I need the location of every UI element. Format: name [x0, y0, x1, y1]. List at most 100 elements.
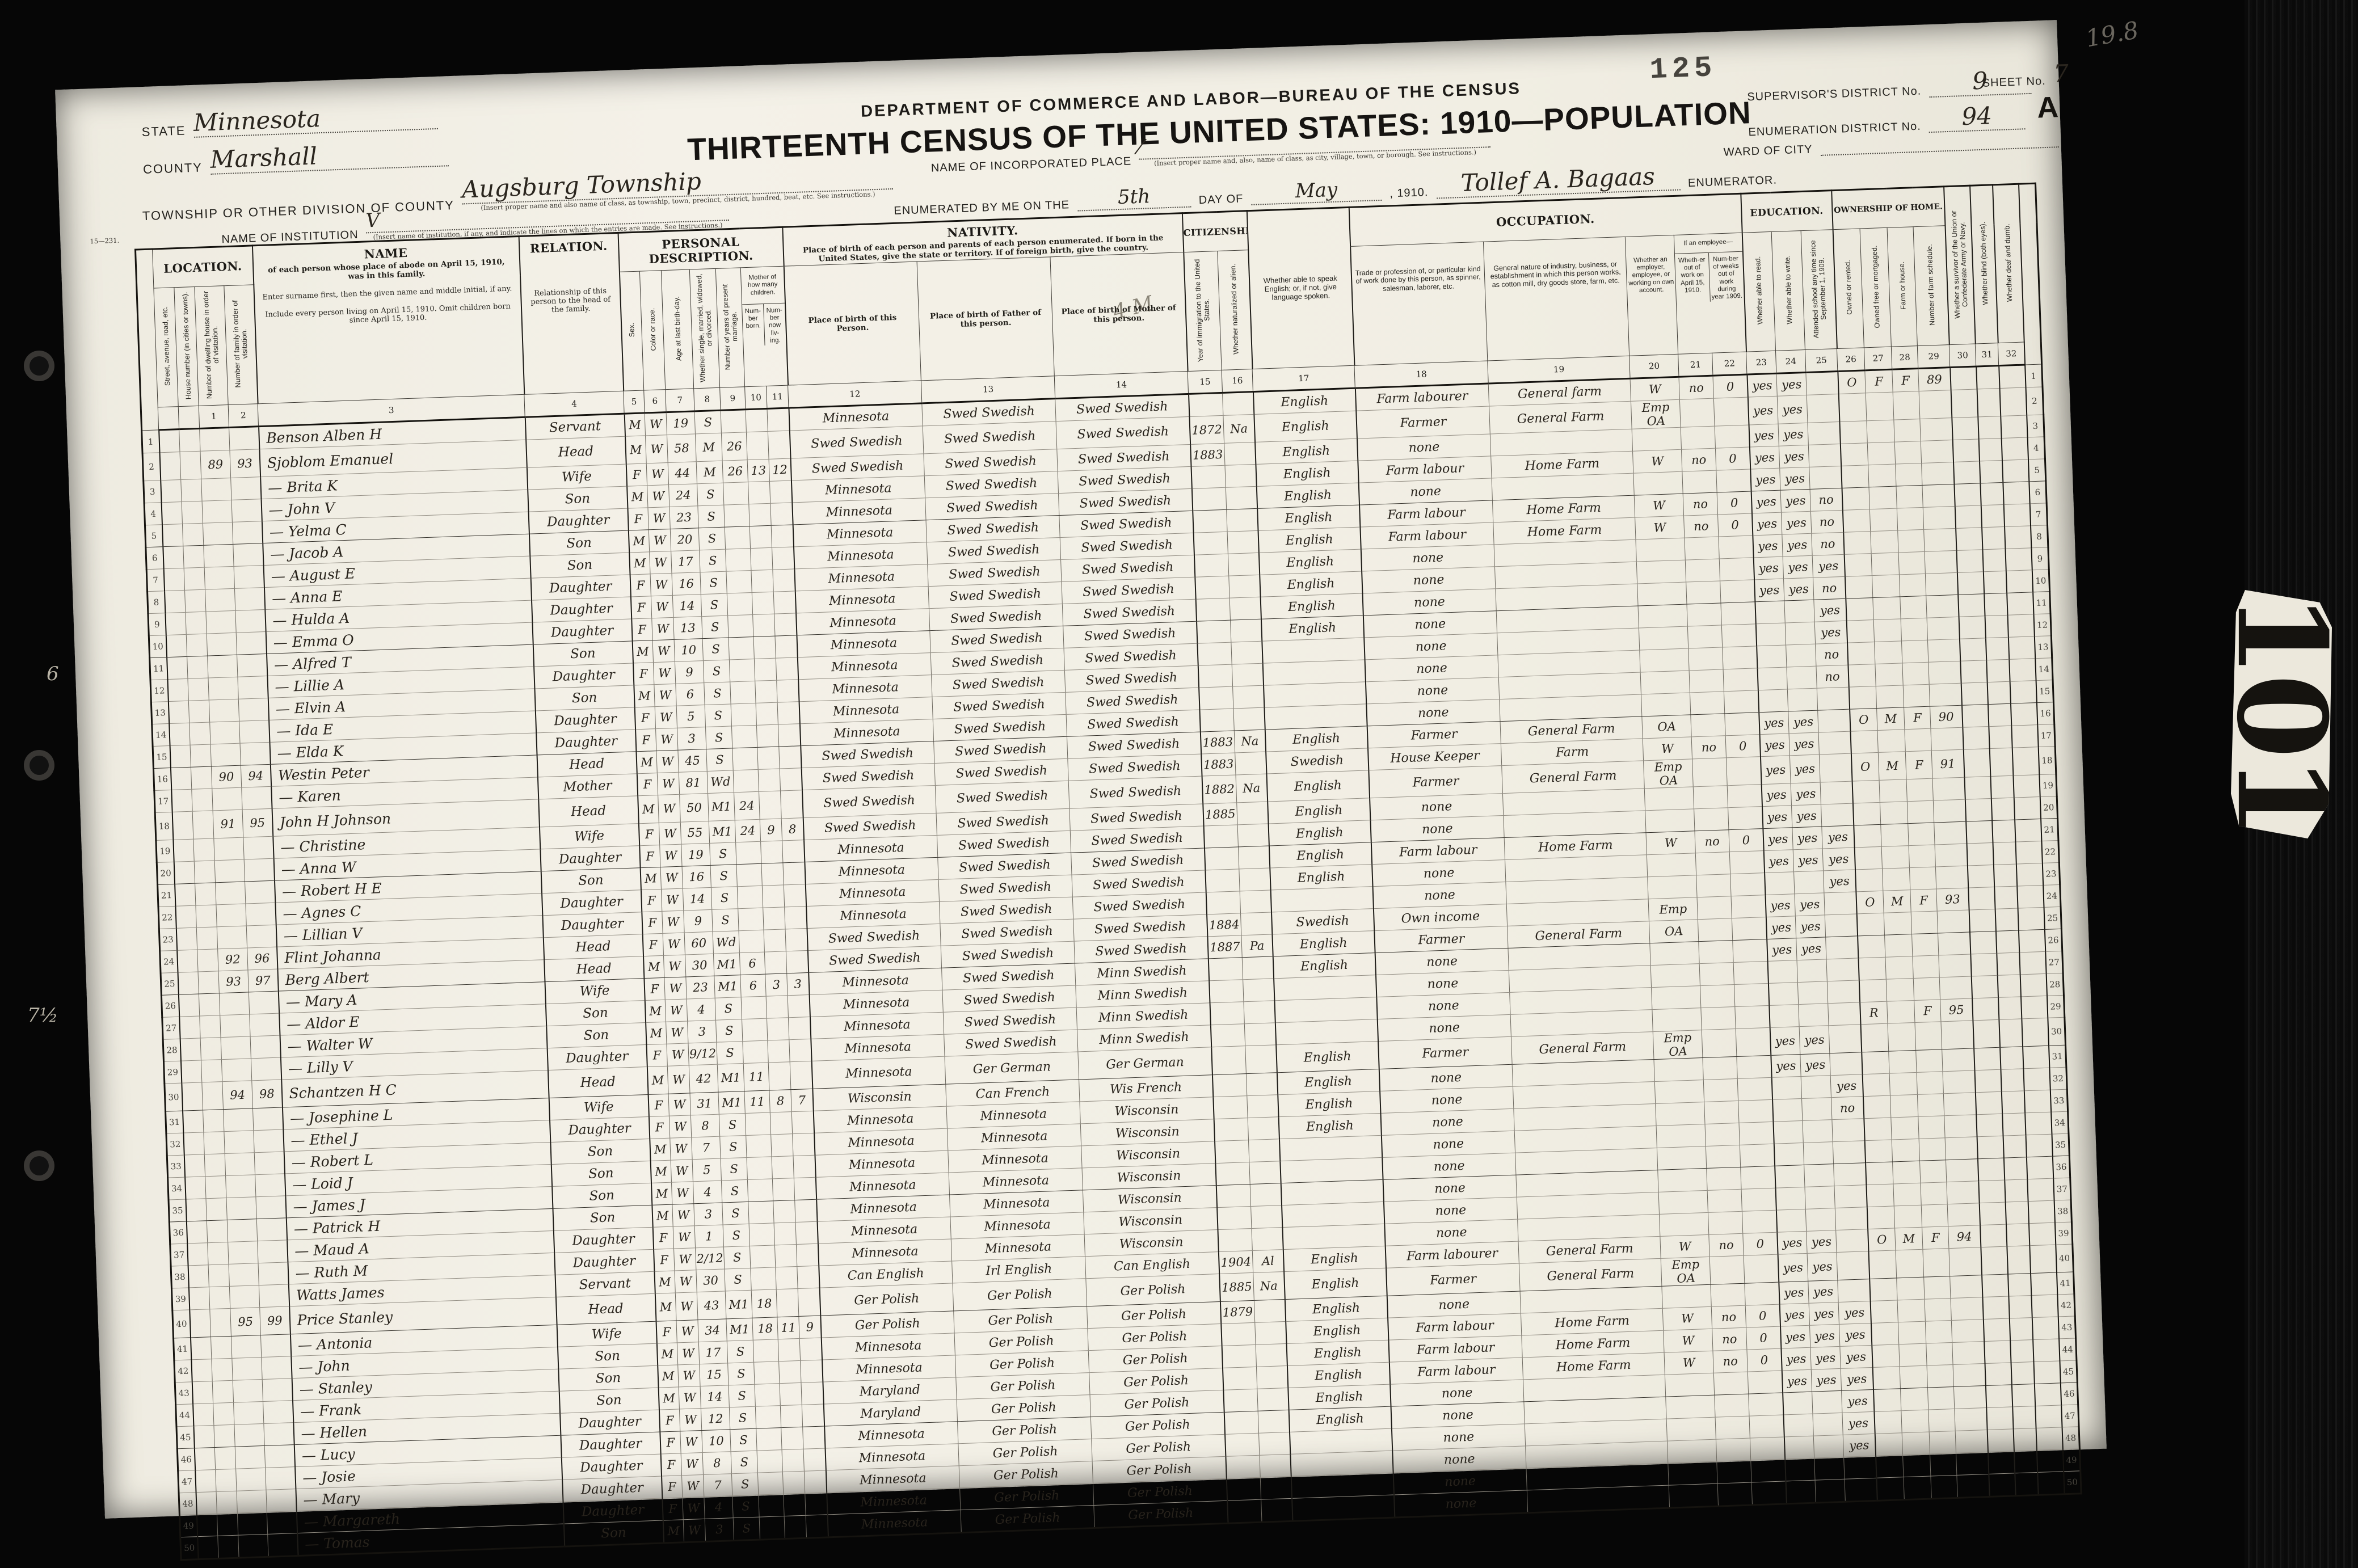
cell-cb [757, 747, 780, 770]
cell-c: W [647, 484, 669, 508]
cell-blank [194, 860, 216, 884]
cell-age: 14 [700, 1385, 730, 1409]
cell-fam [263, 1400, 293, 1424]
cell-fam [245, 880, 275, 904]
cell-age: 3 [693, 1203, 723, 1226]
cell-o4 [1956, 1474, 1990, 1498]
margin-pencil-7: 7½ [27, 1004, 58, 1027]
cell-ow [1708, 1211, 1743, 1235]
cell-fam [237, 676, 268, 699]
cell-ow: no [1713, 1350, 1748, 1373]
cell-wk: 0 [1713, 374, 1748, 399]
cell-rel: Daughter [532, 618, 633, 645]
cell-sv [1965, 798, 1992, 822]
cell-dw: 89 [200, 450, 231, 479]
cell-na [1254, 1299, 1286, 1323]
cell-o4 [1951, 1297, 1984, 1321]
cell-sex: F [661, 1475, 683, 1499]
cell-c: W [679, 1408, 702, 1431]
cell-sc [1825, 913, 1858, 937]
cell-em [1650, 963, 1700, 988]
cell-ow: no [1708, 1233, 1744, 1257]
column-number: 10 [744, 386, 767, 410]
cell-blank [179, 428, 200, 452]
cell-o1 [1873, 1388, 1901, 1412]
cell-sc: no [1831, 1096, 1864, 1120]
cell-sv [1953, 461, 1981, 484]
cell-ow [1711, 1283, 1746, 1307]
cell-em: W [1630, 377, 1680, 402]
cell-im [1216, 1206, 1252, 1230]
cell-fam [246, 925, 277, 948]
cell-dw [237, 1512, 268, 1536]
cell-cb [778, 1338, 801, 1362]
column-number: 23 [1746, 351, 1777, 375]
cell-cl [782, 840, 805, 863]
cell-sv [1967, 865, 1994, 888]
cell-ow: no [1695, 829, 1730, 853]
cell-fam [265, 1466, 296, 1490]
cell-sv [1979, 1202, 2006, 1225]
cell-sc: yes [1821, 825, 1855, 849]
cell-em [1633, 471, 1683, 496]
cell-sex: F [638, 823, 660, 846]
column-number: 30 [1949, 344, 1976, 368]
cell-c: W [669, 1115, 692, 1139]
cell-blank [211, 1358, 233, 1381]
cell-m: S [727, 1340, 754, 1363]
cell-cl [801, 1382, 824, 1405]
cell-wr [1815, 1479, 1846, 1503]
cell-age: 3 [687, 1020, 717, 1043]
line-number-left: 10 [149, 635, 167, 658]
cell-o2 [1892, 1161, 1921, 1184]
cell-wr: yes [1777, 395, 1808, 424]
cell-o2 [1900, 1388, 1928, 1411]
cell-blank [180, 479, 203, 502]
cell-blank [162, 546, 184, 569]
cell-y: 26 [721, 432, 748, 461]
cell-cb [768, 1061, 791, 1091]
cell-o1: O [1851, 752, 1880, 782]
cell-fam [232, 521, 263, 545]
cell-rd [1768, 982, 1799, 1006]
cell-c: W [655, 728, 678, 751]
cell-cl [773, 591, 796, 614]
cell-fam [261, 1356, 292, 1380]
cell-sex: M [640, 867, 662, 890]
cell-en [1274, 997, 1378, 1023]
cell-df [2024, 1090, 2051, 1113]
cell-im [1193, 532, 1228, 555]
cell-sc [1837, 1279, 1871, 1303]
cell-c: W [661, 888, 684, 912]
cell-wk: 0 [1717, 491, 1752, 515]
cell-fam [234, 587, 265, 611]
cell-fam: 93 [229, 449, 260, 478]
cell-fam [244, 858, 275, 882]
census-table: LOCATION. NAME of each person whose plac… [134, 182, 2082, 1561]
cell-wk [1739, 1122, 1774, 1145]
cell-im: 1884 [1206, 913, 1242, 937]
cell-sv [1972, 997, 1999, 1021]
cell-wk: 0 [1742, 1232, 1778, 1256]
cell-sc: no [1816, 665, 1849, 689]
cell-c: W [666, 1043, 689, 1067]
cell-em [1657, 1146, 1707, 1170]
cell-o1 [1861, 1051, 1890, 1074]
cell-age: 19 [681, 843, 711, 867]
cell-ow [1713, 1372, 1749, 1396]
cell-sc [1824, 891, 1857, 915]
cell-ow: no [1683, 515, 1719, 538]
supervisor-district-label: SUPERVISOR'S DISTRICT No. [1746, 85, 1922, 104]
line-number-right: 10 [2032, 569, 2050, 592]
cell-blank [184, 589, 206, 613]
cell-sv [1957, 593, 1985, 617]
cell-blank [194, 1447, 216, 1470]
cell-blank [196, 1514, 218, 1537]
line-number-left: 14 [151, 723, 170, 747]
cell-fam [254, 1151, 285, 1175]
cell-y: 18 [752, 1317, 778, 1341]
cell-im [1198, 686, 1234, 710]
cell-c: W [652, 639, 675, 663]
cell-im [1192, 509, 1228, 533]
enumerator-signature: Tollef A. Bagaas [1460, 162, 1656, 197]
